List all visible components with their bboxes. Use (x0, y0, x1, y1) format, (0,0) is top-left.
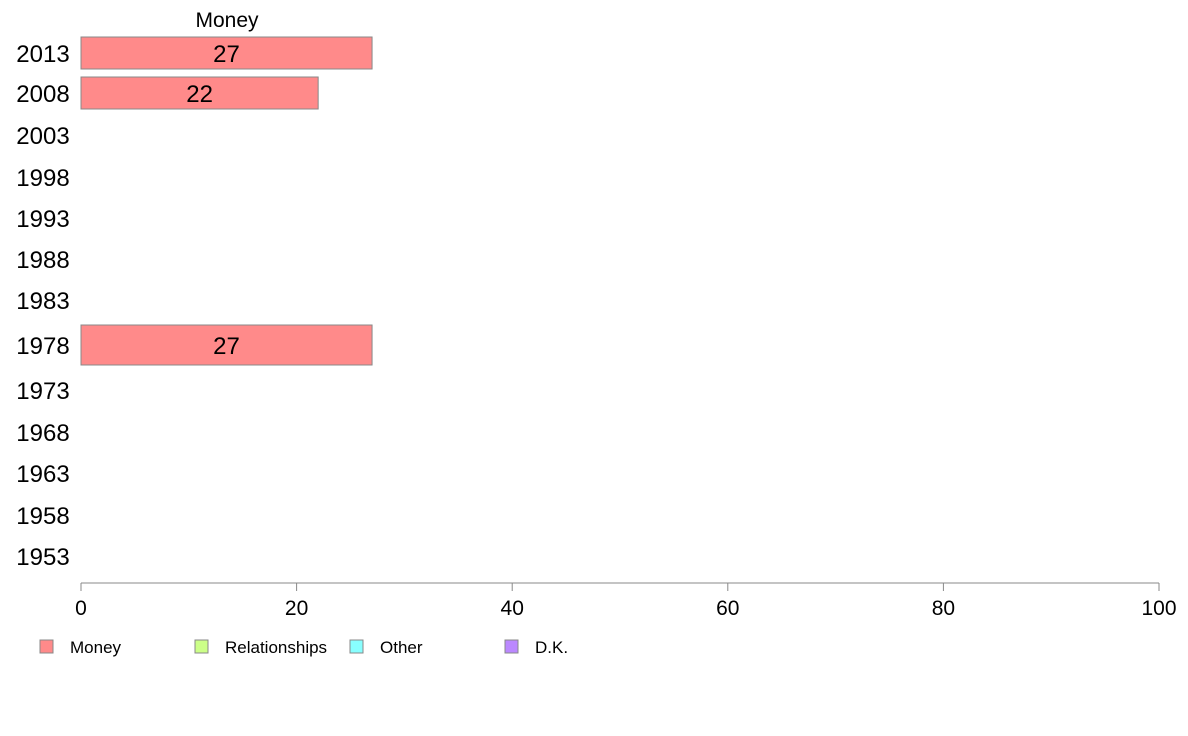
legend-swatch-money (39, 639, 54, 654)
legend-label-relationships: Relationships (225, 638, 327, 657)
category-label-2003: 2003 (16, 123, 69, 150)
bar-money-1978 (80, 324, 373, 366)
category-label-1983: 1983 (16, 288, 69, 315)
category-label-1968: 1968 (16, 420, 69, 447)
x-tick-label-0: 0 (75, 597, 87, 620)
legend-swatch-d-k- (504, 639, 519, 654)
legend-label-d-k-: D.K. (535, 638, 568, 657)
category-labels: 2013 2008 2003 1998 1993 1988 1983 1978 1973 1968… (16, 41, 69, 571)
data-label-2008: 22 (186, 81, 213, 108)
x-tick-label-100: 100 (1141, 597, 1176, 620)
legend-label-other: Other (380, 638, 423, 657)
legend-swatch-relationships (194, 639, 209, 654)
category-label-1953: 1953 (16, 544, 69, 571)
legend: Money Relationships Other D.K. (39, 638, 568, 657)
x-tick-label-80: 80 (932, 597, 955, 620)
data-label-2013: 27 (213, 41, 240, 68)
x-axis: 0 20 40 60 80 100 (75, 582, 1177, 620)
category-label-1978: 1978 (16, 333, 69, 360)
category-label-2008: 2008 (16, 81, 69, 108)
category-label-1988: 1988 (16, 247, 69, 274)
segment-title: Money (195, 9, 259, 32)
x-tick-label-60: 60 (716, 597, 739, 620)
x-tick-label-20: 20 (285, 597, 308, 620)
bar-money-2008 (80, 76, 319, 110)
segment-title-layer: Money (195, 9, 259, 32)
category-label-1993: 1993 (16, 206, 69, 233)
category-label-1973: 1973 (16, 378, 69, 405)
category-label-1963: 1963 (16, 461, 69, 488)
category-label-2013: 2013 (16, 41, 69, 68)
legend-label-money: Money (70, 638, 122, 657)
category-label-1998: 1998 (16, 165, 69, 192)
category-label-1958: 1958 (16, 503, 69, 530)
data-label-1978: 27 (213, 333, 240, 360)
legend-swatch-other (349, 639, 364, 654)
x-tick-label-40: 40 (501, 597, 524, 620)
bar-money-2013 (80, 36, 373, 70)
